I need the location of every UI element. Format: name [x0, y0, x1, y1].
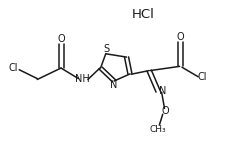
Text: NH: NH	[75, 74, 90, 85]
Text: O: O	[176, 32, 184, 42]
Text: S: S	[103, 44, 109, 54]
Text: O: O	[160, 106, 168, 116]
Text: O: O	[57, 34, 65, 44]
Text: N: N	[110, 80, 117, 90]
Text: N: N	[158, 86, 165, 96]
Text: Cl: Cl	[9, 63, 18, 73]
Text: HCl: HCl	[131, 8, 154, 21]
Text: Cl: Cl	[197, 72, 206, 82]
Text: CH₃: CH₃	[149, 125, 166, 134]
